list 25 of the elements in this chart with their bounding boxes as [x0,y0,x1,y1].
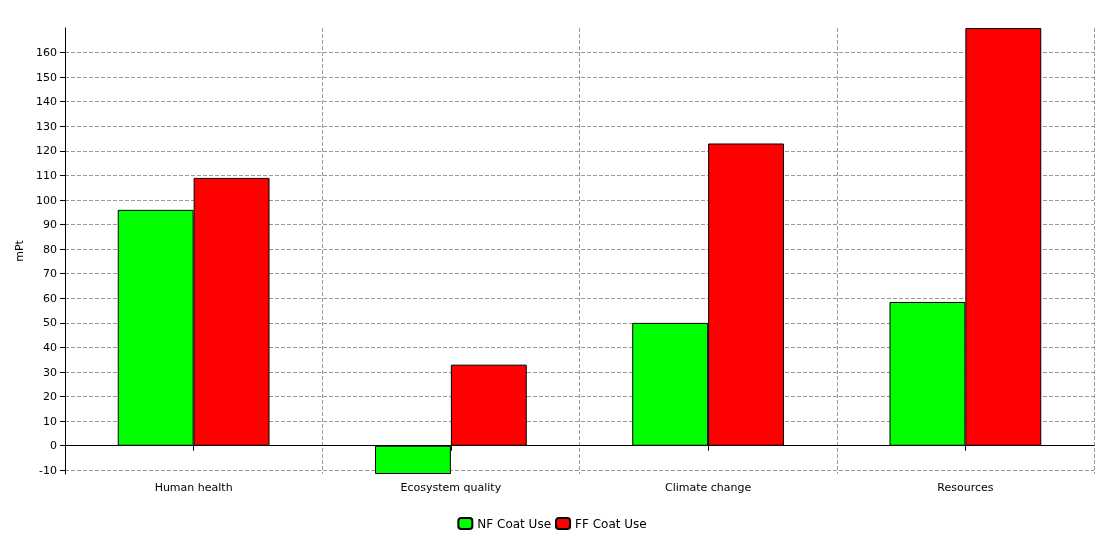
y-tick-label: 120 [36,144,57,158]
y-tick-label: 110 [36,168,57,182]
y-tick-label: 150 [36,70,57,84]
x-tick-label: Human health [154,481,233,494]
y-tick-label: 90 [43,218,57,232]
x-tick-label: Resources [937,481,994,494]
y-tick-label: 30 [43,365,57,379]
y-tick-label: 140 [36,95,57,109]
y-axis-title: mPt [13,239,26,262]
y-tick-label: 100 [36,193,57,207]
y-tick-label: 130 [36,119,57,133]
x-tick-label: Ecosystem quality [400,481,502,494]
y-tick-label: 50 [43,316,57,330]
legend-label: FF Coat Use [575,516,647,531]
legend-label: NF Coat Use [477,516,552,531]
y-tick-label: 60 [43,291,57,305]
y-tick-label: 70 [43,267,57,281]
y-tick-label: 40 [43,340,57,354]
y-tick-label: 160 [36,46,57,60]
y-tick-label: 80 [43,242,57,256]
y-tick-label: 0 [50,439,57,453]
y-tick-label: 10 [43,414,57,428]
y-tick-label: 20 [43,390,57,404]
x-tick-label: Climate change [664,481,752,494]
y-tick-label: -10 [39,463,57,477]
